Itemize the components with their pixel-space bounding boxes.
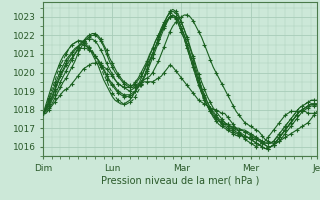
X-axis label: Pression niveau de la mer( hPa ): Pression niveau de la mer( hPa )	[101, 175, 259, 185]
